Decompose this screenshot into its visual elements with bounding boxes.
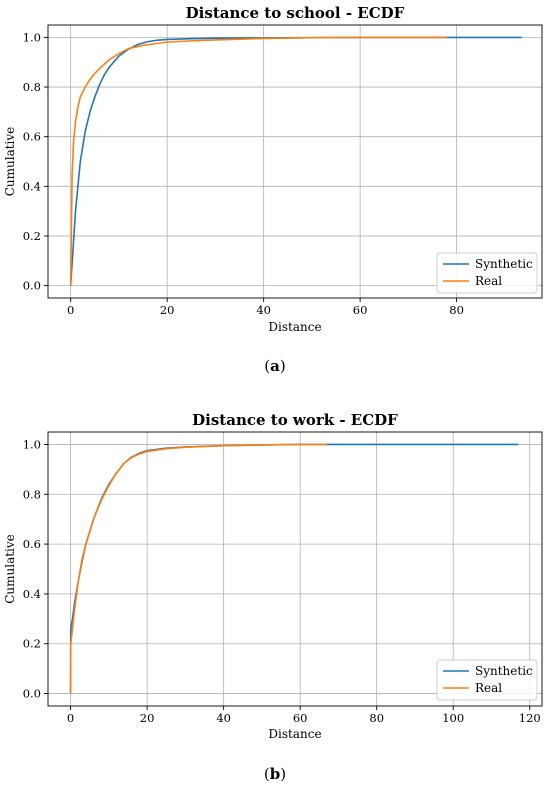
y-tick-label: 0.0 — [23, 279, 41, 293]
y-tick-label: 0.8 — [23, 487, 41, 501]
x-tick-label: 0 — [67, 303, 74, 317]
y-tick-label: 0.4 — [23, 179, 41, 193]
series-line-synthetic — [69, 36, 522, 286]
legend: Synthetic Real — [436, 659, 538, 701]
legend-box — [436, 252, 538, 294]
x-tick-label: 40 — [216, 711, 231, 725]
x-tick-label: 20 — [160, 303, 175, 317]
x-tick-label: 20 — [140, 711, 155, 725]
legend: Synthetic Real — [436, 252, 538, 294]
legend-label-real: Real — [475, 274, 502, 288]
legend-label-synthetic: Synthetic — [475, 664, 533, 678]
x-tick-label: 80 — [369, 711, 384, 725]
x-tick-label: 80 — [449, 303, 464, 317]
x-tick-label: 60 — [353, 303, 368, 317]
plot-area-frame — [47, 24, 543, 299]
y-tick-label: 0.2 — [23, 229, 41, 243]
y-tick-label: 1.0 — [23, 437, 41, 451]
series-line-synthetic — [69, 443, 519, 694]
y-tick-label: 0.0 — [23, 687, 41, 701]
chart-panel-1: 0 20 40 60 80 0.0 0.2 0.4 0.6 0.8 1.0 Distance to s… — [3, 4, 543, 375]
y-tick-label: 0.4 — [23, 587, 41, 601]
x-axis-label: Distance — [268, 727, 321, 741]
legend-box — [436, 659, 538, 701]
series-line-real — [69, 36, 447, 286]
y-axis-label: Cumulative — [3, 127, 17, 197]
y-axis-label: Cumulative — [3, 534, 17, 604]
caption-letter: a — [270, 357, 280, 375]
caption-letter: b — [270, 765, 281, 783]
series-line-real — [69, 443, 327, 694]
y-tick-label: 0.2 — [23, 637, 41, 651]
legend-label-synthetic: Synthetic — [475, 257, 533, 271]
chart-panel-2: 0 20 40 60 80 100 120 0.0 0.2 0.4 0.6 0.8 1.0 Distanc… — [3, 411, 543, 783]
caption-close: ) — [280, 765, 286, 783]
y-tick-label: 0.6 — [23, 537, 41, 551]
x-tick-label: 120 — [519, 711, 541, 725]
plot-area-frame — [47, 431, 543, 707]
x-axis-label: Distance — [268, 320, 321, 334]
x-tick-label: 0 — [67, 711, 74, 725]
legend-label-real: Real — [475, 681, 502, 695]
caption-open: ( — [264, 357, 270, 375]
x-tick-label: 60 — [293, 711, 308, 725]
caption-open: ( — [264, 765, 270, 783]
y-tick-label: 0.6 — [23, 130, 41, 144]
figure-caption: (a) — [264, 357, 285, 375]
caption-close: ) — [280, 357, 286, 375]
figure-caption: (b) — [264, 765, 286, 783]
chart-title: Distance to school - ECDF — [186, 4, 405, 22]
x-tick-label: 40 — [256, 303, 271, 317]
y-tick-label: 1.0 — [23, 30, 41, 44]
y-tick-label: 0.8 — [23, 80, 41, 94]
chart-title: Distance to work - ECDF — [192, 411, 398, 429]
x-tick-label: 100 — [442, 711, 464, 725]
